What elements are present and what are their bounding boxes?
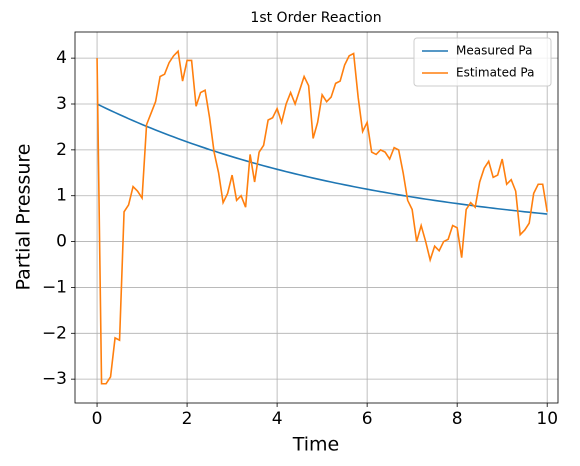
x-tick-label: 10 (536, 409, 558, 429)
legend-label: Estimated Pa (456, 66, 535, 80)
y-tick-label: 3 (56, 94, 67, 114)
y-tick-label: 0 (56, 232, 67, 252)
y-tick-label: −1 (42, 277, 67, 297)
y-tick-label: −3 (42, 369, 67, 389)
y-tick-label: −2 (42, 323, 67, 343)
chart-title: 1st Order Reaction (250, 10, 381, 26)
data-line (96, 103, 548, 215)
x-tick-label: 0 (92, 409, 103, 429)
data-line (96, 49, 548, 385)
plot-frame (74, 31, 559, 404)
y-tick-label: 1 (56, 186, 67, 206)
legend-label: Measured Pa (456, 44, 532, 58)
x-tick-label: 8 (452, 409, 463, 429)
legend-box (413, 37, 552, 87)
y-axis-label: Partial Pressure (13, 144, 35, 291)
x-tick-label: 2 (182, 409, 193, 429)
y-tick-label: 2 (56, 140, 67, 160)
x-tick-label: 4 (272, 409, 283, 429)
x-tick-label: 6 (362, 409, 373, 429)
x-axis-label: Time (292, 434, 340, 456)
y-tick-label: 4 (56, 48, 67, 68)
